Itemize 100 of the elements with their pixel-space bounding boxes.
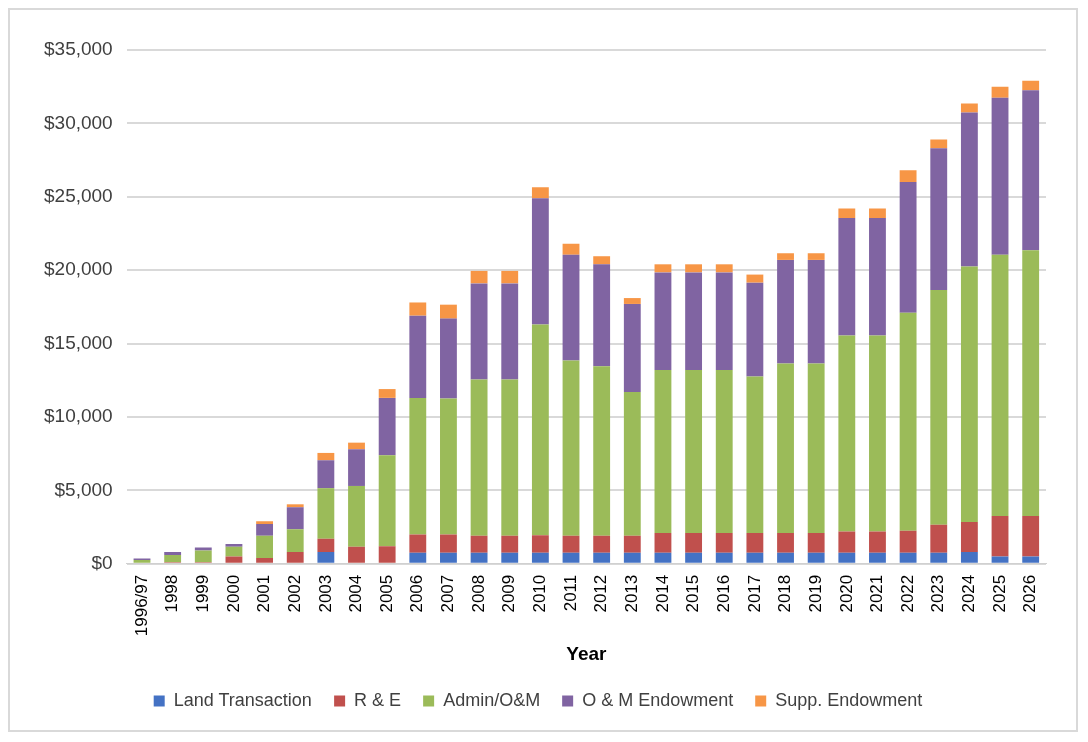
bar <box>317 488 335 539</box>
bar <box>654 369 672 533</box>
bar <box>807 253 825 260</box>
bar <box>348 485 365 547</box>
x-tick-label: 2013 <box>621 574 641 613</box>
bar <box>715 532 733 553</box>
x-tick-label: 2025 <box>989 574 1009 613</box>
x-tick-label: 2022 <box>897 574 917 613</box>
bar <box>777 532 794 553</box>
bar <box>991 97 1009 255</box>
bar <box>960 521 978 553</box>
bar <box>930 524 948 553</box>
bar <box>807 532 825 553</box>
bar <box>623 303 641 393</box>
bar <box>440 304 457 319</box>
bar <box>623 392 641 536</box>
x-tick-label: 2014 <box>652 574 672 613</box>
x-tick-label: 2016 <box>713 574 733 613</box>
bar <box>746 274 764 283</box>
bar <box>960 103 978 113</box>
bar <box>256 557 274 563</box>
bar <box>991 516 1009 557</box>
x-tick-label: 2003 <box>315 574 335 613</box>
bar <box>164 552 182 555</box>
bar <box>501 270 519 284</box>
x-tick-label: 2012 <box>591 574 611 613</box>
x-tick-label: 2021 <box>867 574 887 613</box>
bar <box>899 170 917 183</box>
bar <box>654 264 672 273</box>
bar <box>960 266 978 522</box>
x-tick-label: 2008 <box>468 574 488 613</box>
bar <box>317 460 335 489</box>
bar <box>256 524 274 536</box>
bar <box>317 452 335 461</box>
bar <box>807 363 825 533</box>
bar <box>930 289 948 525</box>
bar <box>531 324 549 536</box>
x-tick-label: 2001 <box>254 574 274 613</box>
x-tick-label: 2011 <box>560 574 580 612</box>
bar <box>378 455 396 547</box>
bar <box>991 254 1009 517</box>
bar <box>746 532 764 553</box>
bar <box>869 335 886 532</box>
bar <box>348 546 365 563</box>
bar <box>899 530 917 553</box>
x-tick-label: 2019 <box>805 574 825 613</box>
bar <box>409 302 427 316</box>
bar <box>777 363 794 533</box>
bar <box>348 449 365 486</box>
bar <box>807 552 825 563</box>
bar <box>256 535 274 558</box>
bar <box>930 148 948 290</box>
bar <box>409 534 427 553</box>
x-tick-label: 2026 <box>1020 574 1040 613</box>
bar <box>685 532 703 553</box>
bar <box>654 552 672 563</box>
bar <box>470 283 488 380</box>
bar <box>562 360 580 536</box>
bar <box>501 283 519 380</box>
bar <box>838 218 856 336</box>
x-axis-title: Year <box>566 642 608 664</box>
bar <box>440 534 457 553</box>
bar <box>991 86 1009 98</box>
bar <box>869 531 886 553</box>
bar <box>593 256 611 265</box>
bar <box>930 552 948 563</box>
bar <box>838 335 856 532</box>
bar <box>531 535 549 553</box>
bar <box>685 272 703 370</box>
bar <box>623 298 641 304</box>
bar <box>470 379 488 536</box>
bar <box>593 535 611 553</box>
bar <box>194 547 212 551</box>
bar <box>838 531 856 553</box>
bar <box>899 182 917 313</box>
y-tick-label: $10,000 <box>43 405 113 427</box>
bar <box>654 272 672 370</box>
bar <box>685 552 703 563</box>
x-tick-label: 2005 <box>376 574 396 613</box>
bar <box>440 552 457 563</box>
y-tick-label: $5,000 <box>54 478 113 500</box>
bar <box>409 315 427 398</box>
bar <box>470 535 488 553</box>
bar <box>715 272 733 370</box>
bar <box>623 552 641 563</box>
bar <box>286 552 304 563</box>
bar <box>378 397 396 456</box>
x-tick-label: 2010 <box>530 574 550 613</box>
bar <box>746 552 764 563</box>
x-tick-label: 2023 <box>928 574 948 613</box>
bar <box>317 538 335 553</box>
bar <box>899 552 917 563</box>
y-tick-label: $15,000 <box>43 331 113 353</box>
x-tick-label: 2020 <box>836 574 856 613</box>
legend-label: R & E <box>354 689 402 710</box>
y-tick-label: $30,000 <box>43 111 113 133</box>
x-tick-label: 2017 <box>744 574 764 613</box>
x-tick-label: 2000 <box>223 574 243 613</box>
bar <box>746 376 764 533</box>
x-tick-label: 1999 <box>192 574 212 613</box>
